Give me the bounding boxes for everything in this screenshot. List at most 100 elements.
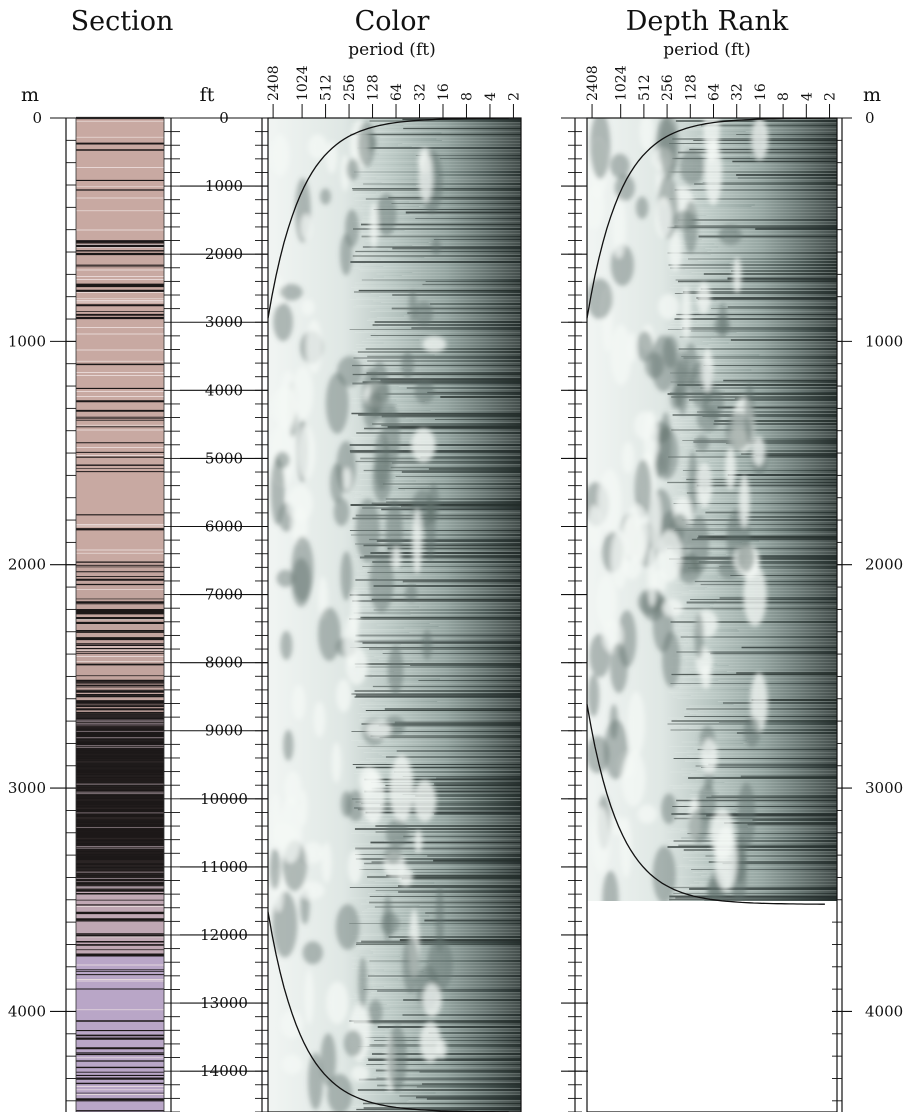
spectrum-blob	[704, 138, 722, 206]
color-title: Color	[355, 6, 430, 37]
spectrum-blob	[368, 999, 383, 1025]
spectrum-blob	[385, 819, 409, 848]
spectrum-blob	[650, 335, 677, 392]
spectrum-blob	[698, 783, 716, 822]
spectrum-blob	[326, 981, 349, 1025]
spectrum-blob	[679, 149, 705, 185]
spectrum-blob	[280, 630, 293, 661]
spectrum-blob	[376, 193, 397, 236]
spectrum-blob	[383, 895, 393, 943]
period-tick-label: 4	[799, 92, 815, 101]
spectrum-blob	[405, 584, 418, 602]
spectrum-blob	[612, 193, 626, 259]
spectrum-blob	[339, 233, 353, 276]
ft-tick-label: 10000	[200, 790, 248, 808]
rank-cone-of-influence	[586, 117, 825, 905]
spectrum-blob	[590, 118, 611, 180]
spectrum-blob	[302, 841, 324, 864]
spectrum-blob	[279, 283, 303, 301]
spectrum-blob	[412, 508, 423, 575]
ft-tick-label: 5000	[205, 449, 243, 467]
spectrum-blob	[385, 500, 403, 564]
period-tick-label: 128	[366, 74, 382, 101]
spectrum-blob	[624, 504, 649, 563]
unit-ft: ft	[200, 84, 215, 106]
spectrum-blobs	[269, 119, 453, 1112]
spectrum-blob	[739, 474, 750, 528]
spectrum-blob	[639, 118, 654, 151]
spectrum-blobs	[587, 118, 769, 901]
spectrum-blob	[718, 224, 742, 245]
spectrum-blob	[372, 454, 392, 503]
spectrum-blob	[358, 957, 368, 1008]
period-tick-label: 64	[389, 83, 405, 101]
color-panel-frame	[267, 117, 522, 1112]
spectrum-blob	[343, 1029, 363, 1057]
spectrum-blob	[382, 403, 400, 470]
m-tick-label-right: 4000	[865, 1002, 903, 1020]
spectrum-blob	[340, 154, 350, 192]
spectrum-blob	[370, 361, 389, 421]
spectrum-blob	[350, 1065, 370, 1082]
rank-subtitle: period (ft)	[663, 40, 750, 60]
spectrum-blob	[422, 629, 433, 661]
spectrum-blob	[743, 716, 761, 747]
rank-panel-frame	[586, 117, 838, 1112]
period-tick-label: 2408	[266, 65, 282, 101]
spectrum-blob	[411, 428, 436, 463]
period-tick-label: 16	[753, 83, 769, 101]
spectrum-blob	[347, 849, 363, 884]
spectrum-blob	[610, 324, 632, 386]
spectrum-blob	[306, 319, 323, 374]
period-tick-label: 128	[683, 74, 699, 101]
section-frame	[75, 117, 165, 1112]
spectrum-blob	[414, 301, 434, 327]
spectrum-blob	[281, 1054, 303, 1075]
spectrum-blob	[643, 410, 658, 468]
spectrum-blob	[724, 447, 736, 490]
spectrum-blob	[297, 425, 316, 480]
spectrum-blob	[320, 188, 331, 205]
spectrum-blob	[269, 848, 281, 890]
period-tick-label: 2408	[585, 65, 601, 101]
rank-spectrum-panel	[587, 118, 837, 901]
spectrum-blob	[276, 569, 295, 588]
ft-tick-label: 4000	[205, 381, 243, 399]
spectrum-blob	[696, 282, 711, 314]
period-tick-label: 512	[319, 74, 335, 101]
spectrum-blob	[622, 442, 635, 474]
spectrum-blob	[718, 302, 728, 336]
spectrum-blob	[598, 469, 622, 535]
spectrum-blob	[700, 664, 712, 689]
period-tick-label: 32	[730, 83, 746, 101]
spectrum-blob	[702, 348, 714, 393]
period-tick-label: 2	[823, 92, 839, 101]
m-tick-label-right: 1000	[865, 332, 903, 350]
spectrum-blob	[346, 158, 360, 181]
period-tick-label: 16	[436, 83, 452, 101]
spectrum-blob	[333, 497, 350, 527]
spectrum-blob	[694, 613, 704, 659]
spectrum-blob	[344, 615, 359, 668]
spectrum-blob	[357, 121, 376, 167]
spectrum-blob	[292, 366, 314, 420]
spectrum-blob	[737, 542, 755, 573]
spectrum-blob	[657, 530, 682, 582]
spectrum-blob	[696, 406, 720, 432]
period-tick-label: 32	[413, 83, 429, 101]
m-tick-label-left: 0	[32, 109, 42, 127]
spectrum-blob	[326, 141, 338, 174]
color-subtitle: period (ft)	[348, 40, 435, 60]
spectrum-blob	[422, 983, 442, 1017]
ft-tick-label: 8000	[205, 654, 243, 672]
spectrum-blob	[427, 937, 453, 992]
spectrum-blob	[694, 435, 710, 452]
spectrum-blob	[402, 936, 419, 994]
spectrum-blob	[408, 289, 417, 324]
spectrum-blob	[662, 631, 681, 688]
period-tick-label: 2	[506, 92, 522, 101]
spectrum-blob	[283, 729, 294, 761]
spectrum-blob	[707, 879, 721, 901]
spectrum-blob	[365, 721, 392, 738]
